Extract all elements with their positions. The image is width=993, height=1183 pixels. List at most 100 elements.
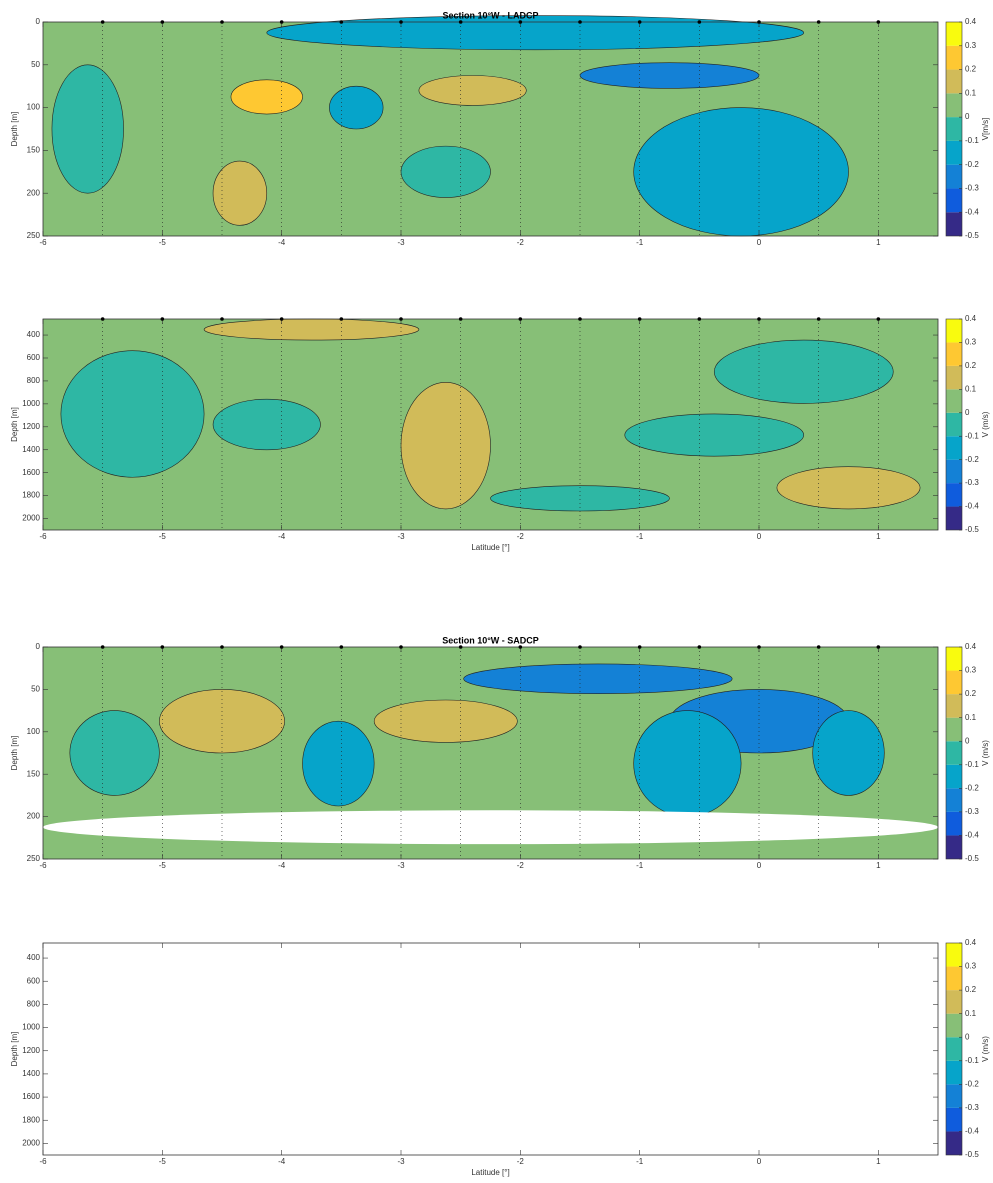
station-marker: [458, 20, 463, 24]
y-tick-label: 150: [27, 146, 41, 155]
colorbar-tick-label: 0: [965, 1032, 970, 1041]
plot-frame: [42, 942, 939, 1156]
y-tick-label: 1000: [22, 399, 40, 408]
contour-region: [812, 710, 885, 796]
colorbar-segment: [946, 990, 962, 1014]
colorbar-segment: [946, 788, 962, 812]
colorbar-tick-label: -0.3: [965, 807, 979, 816]
station-marker: [578, 645, 582, 649]
colorbar-segment: [946, 835, 962, 859]
colorbar-segment: [946, 1084, 962, 1108]
colorbar-segment: [946, 1131, 962, 1155]
x-tick-label: -1: [636, 1157, 644, 1166]
colorbar-segment: [946, 741, 962, 765]
colorbar-tick-label: -0.2: [965, 160, 979, 169]
panel: Latitude [°]Depth [m]-6 -5 -4 -3 -2 -1 0 140060…: [10, 314, 990, 552]
colorbar-segment: [946, 342, 962, 366]
colorbar-segment: [946, 140, 962, 165]
x-tick-label: -3: [397, 532, 405, 541]
x-axis-label: Latitude [°]: [471, 543, 509, 552]
colorbar-segment: [946, 943, 962, 967]
colorbar-segment: [946, 1013, 962, 1038]
y-tick-label: 1600: [22, 1092, 40, 1101]
colorbar-tick-label: 0.3: [965, 338, 977, 347]
station-marker: [220, 645, 224, 649]
y-tick-label: 50: [31, 685, 40, 694]
colorbar-segment: [946, 694, 962, 718]
station-marker: [876, 20, 881, 24]
colorbar-segment: [946, 1107, 962, 1132]
chart-title: Section 10°W - SADCP: [442, 635, 539, 645]
station-marker: [339, 645, 344, 649]
colorbar-tick-label: 0.1: [965, 1009, 977, 1018]
contour-region: [43, 810, 938, 845]
colorbar-segment: [946, 412, 962, 437]
colorbar-tick-label: -0.5: [965, 231, 979, 240]
contour-region: [633, 710, 742, 817]
colorbar-segment: [946, 365, 962, 390]
colorbar-segment: [946, 1037, 962, 1061]
y-tick-label: 1200: [22, 422, 40, 431]
station-marker: [399, 20, 403, 24]
panel: Section 10°W - LADCP Depth [m] -6 -5 -4 -3 -2 -…: [10, 10, 990, 247]
station-marker: [399, 317, 403, 321]
y-tick-label: 1400: [22, 445, 40, 454]
colorbar-frame: [945, 942, 963, 1156]
station-marker: [637, 20, 642, 24]
x-tick-label: -6: [39, 1157, 47, 1166]
station-marker: [518, 645, 523, 649]
contour-region: [266, 15, 805, 51]
colorbar-segment: [946, 188, 962, 213]
colorbar-tick-label: -0.3: [965, 478, 979, 487]
contour-region: [159, 689, 285, 754]
colorbar-segment: [946, 164, 962, 189]
contour-region: [776, 466, 921, 510]
colorbar-segment: [946, 1060, 962, 1085]
station-marker: [339, 20, 344, 24]
station-marker: [160, 645, 165, 649]
station-marker: [697, 317, 702, 321]
y-axis-label: Depth [m]: [10, 112, 19, 147]
colorbar-segment: [946, 45, 962, 70]
plot-frame: [42, 318, 939, 531]
colorbar-segment: [946, 483, 962, 507]
colorbar-label: V (m/s): [981, 411, 990, 437]
colorbar-tick-label: 0.1: [965, 88, 977, 97]
station-marker: [220, 20, 224, 24]
contour-region: [329, 85, 384, 130]
station-marker: [100, 645, 105, 649]
colorbar-tick-label: 0: [965, 736, 970, 745]
x-axis-label: Latitude [°]: [471, 1168, 509, 1177]
station-marker: [876, 317, 881, 321]
y-tick-label: 50: [31, 60, 40, 69]
x-tick-label: 0: [757, 1157, 762, 1166]
chart-title: Section 10°W - LADCP: [442, 10, 538, 20]
colorbar-segment: [946, 764, 962, 789]
station-marker: [578, 20, 582, 24]
x-tick-label: -2: [517, 1157, 525, 1166]
contour-region: [400, 382, 491, 510]
plot-frame: [42, 21, 939, 237]
colorbar-label: V (m/s): [981, 1036, 990, 1062]
y-axis-label: Depth [m]: [10, 736, 19, 771]
colorbar-segment: [946, 117, 962, 141]
colorbar-segment: [946, 717, 962, 742]
colorbar-tick-label: 0: [965, 408, 970, 417]
y-tick-label: 1000: [22, 1023, 40, 1032]
plot-frame: [42, 646, 939, 860]
y-tick-label: 1600: [22, 468, 40, 477]
x-tick-label: -3: [397, 238, 405, 247]
y-tick-label: 150: [27, 769, 41, 778]
y-tick-label: 1200: [22, 1046, 40, 1055]
contour-region: [60, 350, 205, 478]
x-tick-label: -6: [39, 238, 47, 247]
y-tick-label: 0: [36, 17, 41, 26]
station-marker: [816, 20, 821, 24]
contour-region: [579, 62, 760, 89]
contour-region: [51, 64, 124, 194]
y-tick-label: 800: [27, 376, 41, 385]
x-tick-label: 1: [876, 238, 881, 247]
station-marker: [816, 317, 821, 321]
x-tick-label: -1: [636, 532, 644, 541]
